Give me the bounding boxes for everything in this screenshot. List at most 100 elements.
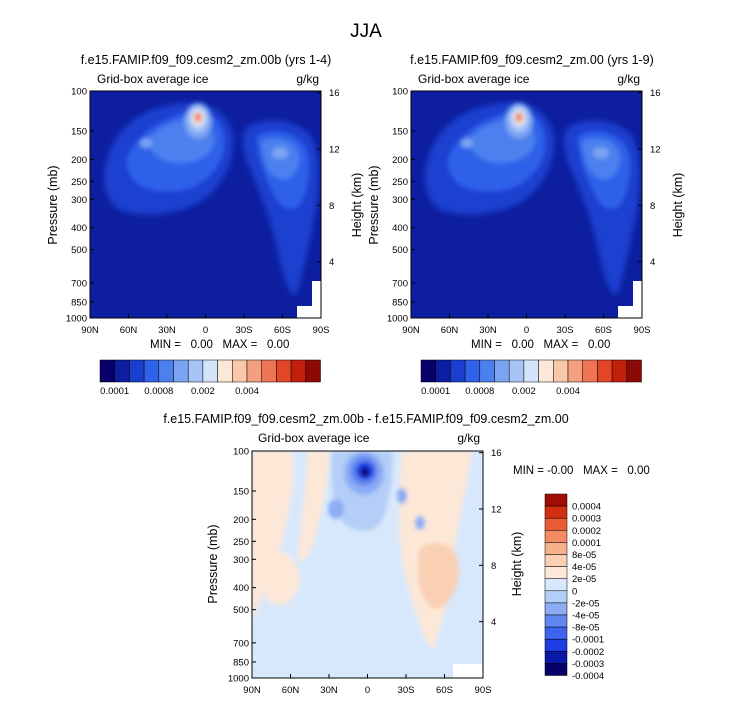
y-right-tick-label: 16: [650, 88, 661, 99]
colorbar-label: -0.0004: [572, 671, 604, 682]
x-tick-label: 60N: [120, 325, 138, 336]
colorbar-label: -4e-05: [572, 611, 599, 622]
colorbar-swatch: [544, 614, 568, 628]
colorbar-label: 0.0001: [421, 386, 450, 397]
y-right-tick-label: 8: [329, 201, 334, 212]
y-tick-label: 250: [392, 177, 408, 188]
colorbar-label: -2e-05: [572, 598, 599, 609]
y-tick-label: 200: [392, 155, 408, 166]
y-ticks-right: 16 12 8 4: [638, 88, 661, 268]
colorbar-label: 0.0002: [572, 526, 601, 537]
colorbar-swatch: [553, 359, 569, 383]
ice-core-5: [516, 113, 522, 121]
diff-positive-region: [252, 451, 294, 621]
x-tick-label: 30N: [158, 325, 176, 336]
x-tick-label: 60N: [282, 685, 300, 696]
panel-1-ylabel: Pressure (mb): [46, 165, 60, 244]
panel-2-left-label: Grid-box average ice: [418, 72, 530, 86]
colorbar-swatch: [544, 602, 568, 616]
colorbar-swatch: [276, 359, 292, 383]
colorbar-swatch: [544, 578, 568, 592]
x-ticks: 90N 60N 30N 0 30S 60S 90S: [81, 314, 329, 336]
colorbar-swatch: [597, 359, 613, 383]
x-tick-label: 60N: [441, 325, 459, 336]
colorbar-label: 0.0008: [465, 386, 494, 397]
colorbar-swatch: [544, 638, 568, 652]
colorbar-swatch: [187, 359, 204, 383]
colorbar-swatch: [420, 359, 436, 383]
y-tick-label: 700: [392, 278, 408, 289]
x-tick-label: 30N: [320, 685, 338, 696]
y-tick-label: 150: [392, 126, 408, 137]
x-tick-label: 30S: [557, 325, 574, 336]
colorbar-swatch: [143, 359, 160, 383]
y-tick-label: 200: [233, 515, 249, 526]
y-ticks-right: 16 12 8 4: [479, 448, 502, 628]
y-tick-label: 500: [392, 245, 408, 256]
colorbar-label: 0.0008: [144, 386, 173, 397]
colorbar-swatch: [129, 359, 145, 383]
panel-1-minmax: MIN = 0.00 MAX = 0.00: [150, 339, 289, 351]
diff-negative-side: [415, 516, 425, 530]
x-ticks: 90N 60N 30N 0 30S 60S 90S: [243, 674, 491, 696]
colorbar-swatch: [544, 517, 568, 531]
panel-3-title: f.e15.FAMIP.f09_f09.cesm2_zm.00b - f.e15…: [163, 412, 568, 426]
colorbar-swatch: [611, 359, 628, 383]
panel-3-plot: [252, 451, 483, 678]
y-tick-label: 200: [71, 155, 87, 166]
panel-2-title: f.e15.FAMIP.f09_f09.cesm2_zm.00 (yrs 1-9…: [410, 53, 654, 67]
y-tick-label: 850: [71, 297, 87, 308]
colorbar-swatch: [567, 359, 583, 383]
colorbar-swatch: [290, 359, 307, 383]
x-tick-label: 30N: [479, 325, 497, 336]
y-right-tick-label: 4: [491, 617, 496, 628]
colorbar-swatch: [202, 359, 218, 383]
colorbar-label: 0.0003: [572, 514, 601, 525]
y-ticks-right: 16 12 8 4: [317, 88, 340, 268]
y-right-tick-label: 12: [650, 144, 661, 155]
colorbar-swatch: [544, 542, 568, 555]
panel-3-units: g/kg: [457, 431, 480, 445]
y-tick-label: 1000: [66, 314, 87, 325]
colorbar-label: 8e-05: [572, 550, 596, 561]
y-tick-label: 250: [233, 537, 249, 548]
main-title: JJA: [350, 21, 382, 42]
x-tick-label: 90S: [313, 325, 330, 336]
y-right-tick-label: 16: [329, 88, 340, 99]
y-tick-label: 1000: [387, 314, 408, 325]
panel-3: f.e15.FAMIP.f09_f09.cesm2_zm.00b - f.e15…: [163, 412, 649, 696]
y-tick-label: 500: [71, 245, 87, 256]
y-tick-label: 400: [233, 583, 249, 594]
colorbar-swatch: [523, 359, 539, 383]
panel-1-ylabel-right: Height (km): [350, 173, 364, 238]
colorbar-swatch: [158, 359, 174, 383]
missing-region: [453, 664, 483, 678]
x-tick-label: 90N: [243, 685, 261, 696]
x-tick-label: 60S: [595, 325, 612, 336]
colorbar-label: -0.0001: [572, 635, 604, 646]
panel-1-colorbar: 0.0001 0.0008 0.002 0.004: [99, 359, 321, 397]
y-tick-label: 850: [233, 657, 249, 668]
colorbar-label: -0.0002: [572, 647, 604, 658]
x-tick-label: 90S: [634, 325, 651, 336]
colorbar-label: 0.002: [512, 386, 536, 397]
colorbar-swatch: [508, 359, 525, 383]
panel-3-left-label: Grid-box average ice: [258, 431, 370, 445]
panel-2: f.e15.FAMIP.f09_f09.cesm2_zm.00 (yrs 1-9…: [367, 53, 685, 397]
x-tick-label: 30S: [236, 325, 253, 336]
colorbar-label: 0: [572, 586, 577, 597]
panel-1-title: f.e15.FAMIP.f09_f09.cesm2_zm.00b (yrs 1-…: [81, 53, 332, 67]
y-ticks-left: 100 150 200 250 300 400 500 700 850 1000: [228, 447, 256, 685]
colorbar-swatch: [261, 359, 277, 383]
x-ticks: 90N 60N 30N 0 30S 60S 90S: [402, 314, 650, 336]
panel-1-left-label: Grid-box average ice: [97, 72, 209, 86]
colorbar-swatch: [544, 530, 568, 543]
colorbar-swatch: [217, 359, 233, 383]
colorbar-swatch: [173, 359, 189, 383]
y-tick-label: 1000: [228, 674, 249, 685]
colorbar-label: -8e-05: [572, 623, 599, 634]
panel-2-ylabel-right: Height (km): [671, 173, 685, 238]
panel-2-minmax: MIN = 0.00 MAX = 0.00: [471, 339, 610, 351]
ice-core-5: [195, 113, 201, 121]
